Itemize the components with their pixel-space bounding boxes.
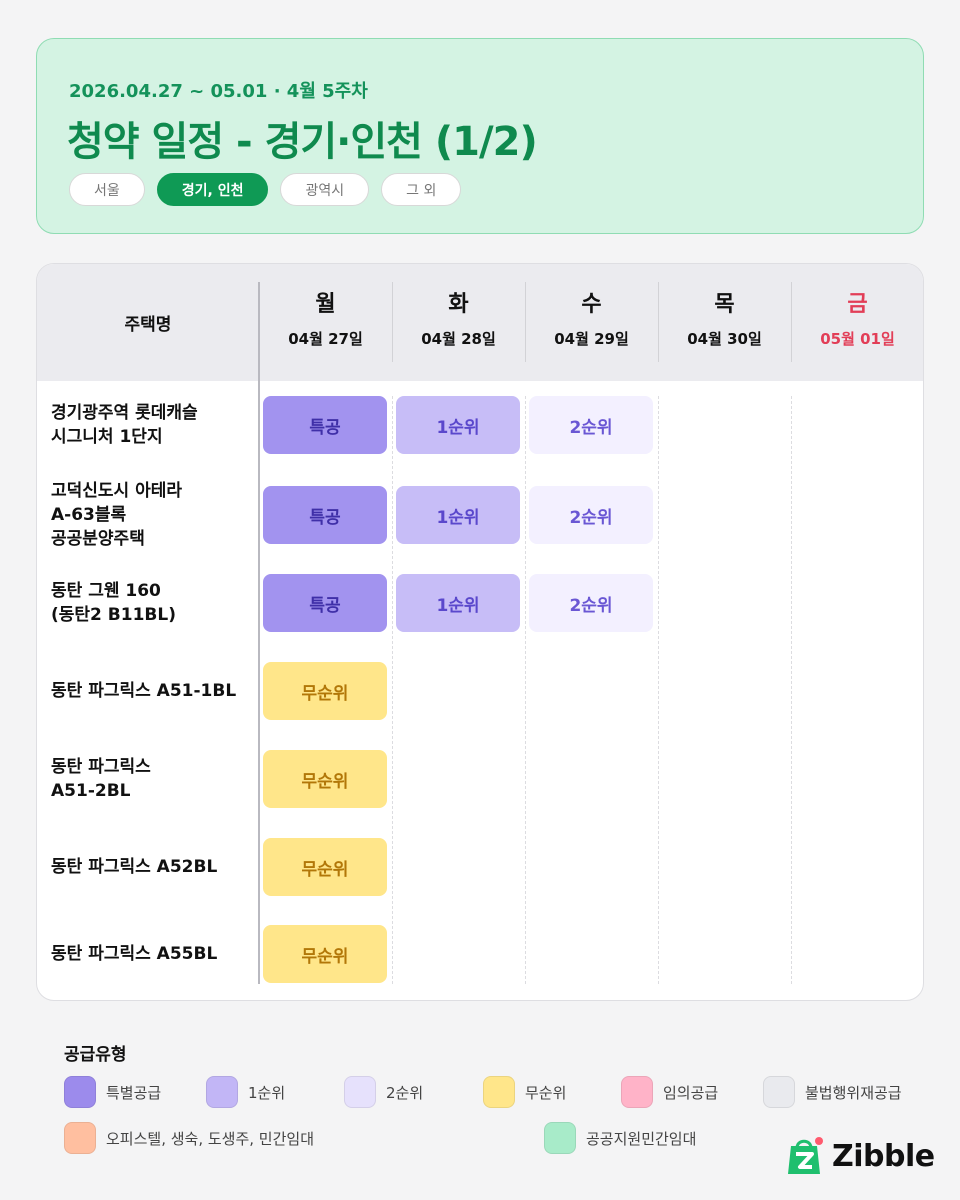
day-name: 수 (581, 292, 602, 317)
schedule-chip-none[interactable]: 무순위 (263, 750, 387, 808)
housing-name: 동탄 파그릭스 A52BL (51, 857, 218, 877)
brand-name: Zibble (832, 1138, 935, 1174)
legend-swatch (763, 1076, 795, 1108)
day-name: 월 (315, 292, 336, 317)
name-column-divider (258, 282, 260, 984)
housing-name: 동탄 파그릭스 A51-2BL (51, 757, 151, 801)
legend-label: 불법행위재공급 (805, 1083, 902, 1102)
region-tab-metro-cities[interactable]: 광역시 (280, 173, 370, 206)
legend-swatch (206, 1076, 238, 1108)
housing-name: 경기광주역 롯데캐슬 시그니처 1단지 (51, 403, 198, 447)
schedule-chip-second[interactable]: 2순위 (529, 486, 653, 544)
legend-swatch (64, 1122, 96, 1154)
legend-item: 임의공급 (621, 1076, 718, 1108)
legend-label: 오피스텔, 생숙, 도생주, 민간임대 (106, 1129, 315, 1148)
date-range: 2026.04.27 ~ 05.01 · 4월 5주차 (69, 81, 368, 102)
schedule-chip-special[interactable]: 특공 (263, 396, 387, 454)
legend-item: 오피스텔, 생숙, 도생주, 민간임대 (64, 1122, 314, 1154)
legend-item: 불법행위재공급 (763, 1076, 902, 1108)
grid-line (791, 396, 792, 984)
schedule-chip-none[interactable]: 무순위 (263, 662, 387, 720)
housing-name: 고덕신도시 아테라 A-63블록 공공분양주택 (51, 481, 183, 549)
legend-label: 특별공급 (106, 1083, 162, 1102)
table-header: 주택명 월 04월 27일 화 04월 28일 수 04월 29일 목 04월 30일 금 05월… (37, 264, 923, 381)
legend-label: 공공지원민간임대 (586, 1129, 697, 1148)
region-tab-gyeonggi-incheon[interactable]: 경기, 인천 (156, 173, 269, 206)
header-separator (658, 282, 659, 362)
region-tabs: 서울 경기, 인천 광역시 그 외 (69, 173, 462, 206)
schedule-chip-special[interactable]: 특공 (263, 574, 387, 632)
header-separator (392, 282, 393, 362)
day-date: 04월 30일 (687, 330, 762, 348)
day-name: 목 (714, 292, 735, 317)
legend-title: 공급유형 (64, 1045, 127, 1065)
schedule-chip-first[interactable]: 1순위 (396, 396, 520, 454)
legend-swatch (344, 1076, 376, 1108)
schedule-table: 주택명 월 04월 27일 화 04월 28일 수 04월 29일 목 04월 30일 금 05월… (36, 263, 924, 1001)
legend-label: 1순위 (248, 1083, 286, 1102)
legend-item: 2순위 (344, 1076, 423, 1108)
housing-name: 동탄 파그릭스 A51-1BL (51, 681, 237, 701)
day-header-4: 금 05월 01일 (791, 264, 923, 381)
housing-name: 동탄 그웬 160 (동탄2 B11BL) (51, 581, 176, 625)
legend-swatch (483, 1076, 515, 1108)
region-tab-seoul[interactable]: 서울 (69, 173, 145, 206)
brand-logo: Zibble (782, 1134, 935, 1178)
housing-name-header: 주택명 (124, 315, 172, 335)
legend-label: 무순위 (525, 1083, 567, 1102)
day-date: 04월 28일 (421, 330, 496, 348)
legend-label: 임의공급 (663, 1083, 719, 1102)
legend-item: 특별공급 (64, 1076, 161, 1108)
header-separator (791, 282, 792, 362)
schedule-chip-second[interactable]: 2순위 (529, 396, 653, 454)
legend-item: 공공지원민간임대 (544, 1122, 696, 1154)
housing-name: 동탄 파그릭스 A55BL (51, 944, 218, 964)
day-date: 05월 01일 (820, 330, 895, 348)
schedule-chip-second[interactable]: 2순위 (529, 574, 653, 632)
day-name: 금 (847, 292, 868, 317)
legend-label: 2순위 (386, 1083, 424, 1102)
header-separator (525, 282, 526, 362)
day-date: 04월 27일 (288, 330, 363, 348)
day-header-0: 월 04월 27일 (259, 264, 392, 381)
schedule-chip-none[interactable]: 무순위 (263, 838, 387, 896)
schedule-chip-first[interactable]: 1순위 (396, 486, 520, 544)
grid-line (658, 396, 659, 984)
day-header-2: 수 04월 29일 (525, 264, 658, 381)
legend-swatch (621, 1076, 653, 1108)
day-date: 04월 29일 (554, 330, 629, 348)
page-title: 청약 일정 - 경기·인천 (1/2) (67, 119, 538, 165)
schedule-chip-first[interactable]: 1순위 (396, 574, 520, 632)
day-name: 화 (448, 292, 469, 317)
legend-swatch (64, 1076, 96, 1108)
day-header-3: 목 04월 30일 (658, 264, 791, 381)
grid-line (392, 396, 393, 984)
grid-line (525, 396, 526, 984)
schedule-chip-special[interactable]: 특공 (263, 486, 387, 544)
schedule-chip-none[interactable]: 무순위 (263, 925, 387, 983)
legend-swatch (544, 1122, 576, 1154)
legend-item: 무순위 (483, 1076, 566, 1108)
region-tab-others[interactable]: 그 외 (381, 173, 462, 206)
legend-item: 1순위 (206, 1076, 285, 1108)
zibble-bag-icon (788, 1137, 823, 1174)
day-header-1: 화 04월 28일 (392, 264, 525, 381)
header-card: 2026.04.27 ~ 05.01 · 4월 5주차 청약 일정 - 경기·인… (36, 38, 924, 234)
